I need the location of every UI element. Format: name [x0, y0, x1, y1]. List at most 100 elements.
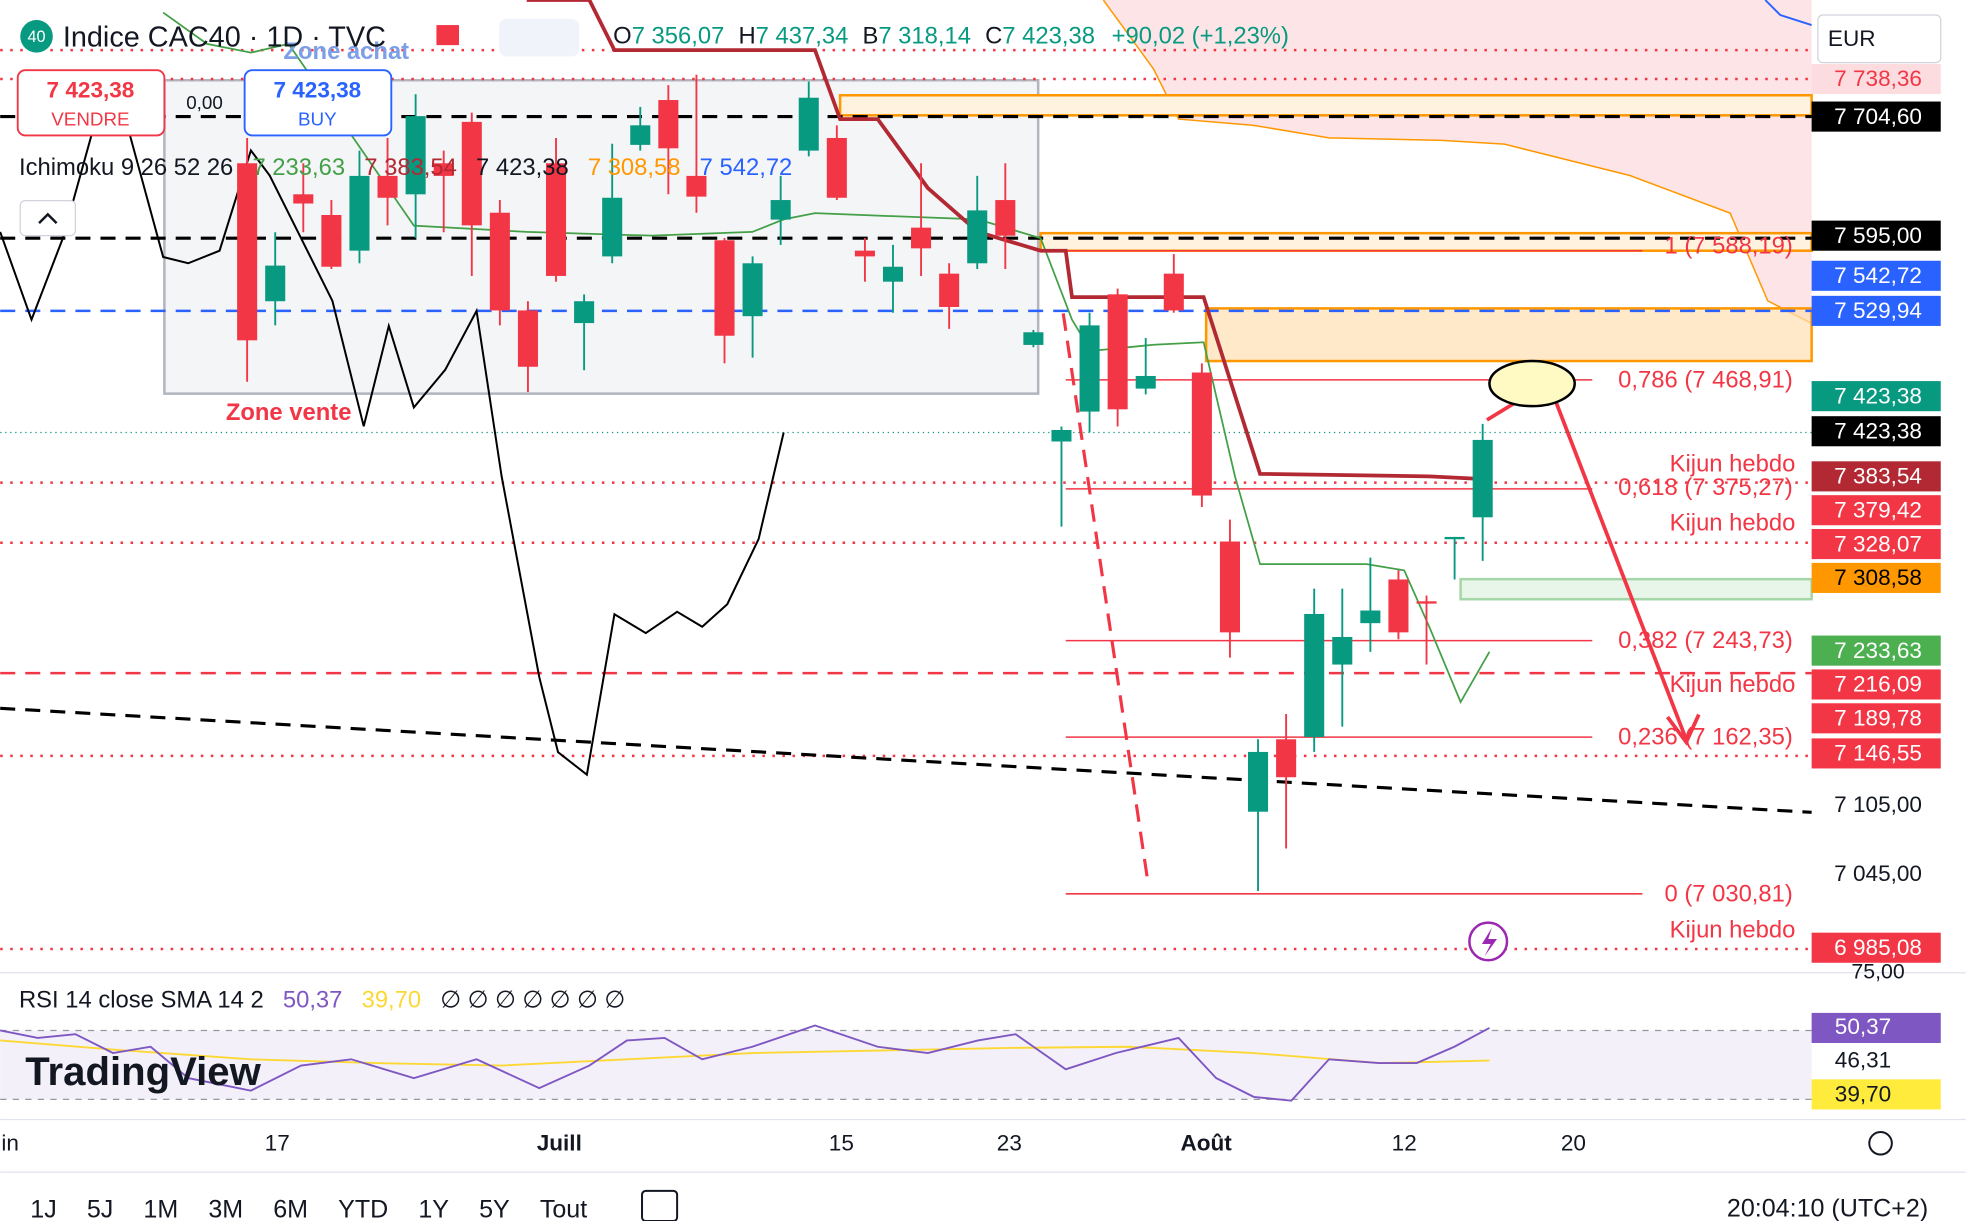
candle-body	[714, 240, 735, 336]
price-label: 6 985,08	[1834, 935, 1922, 960]
sell-button[interactable]	[16, 69, 166, 137]
legend: 40 Indice CAC40 · 1D · TVC O7 356,07 H7 …	[16, 18, 1289, 237]
candle-body	[686, 175, 707, 197]
range-button[interactable]: 5Y	[479, 1196, 510, 1221]
settings-icon[interactable]	[1868, 1130, 1893, 1156]
orange-zone	[838, 94, 1813, 117]
candle-body	[433, 163, 454, 176]
candle-body	[1332, 636, 1353, 665]
price-label-box	[1811, 703, 1941, 734]
symbol: Indice CAC40 · 1D · TVC	[63, 21, 386, 53]
currency: EUR	[1828, 26, 1876, 51]
ichimoku-legend: Ichimoku 9 26 52 26 7 233,63 7 383,54 7 …	[19, 155, 792, 182]
calendar-icon[interactable]	[641, 1189, 679, 1221]
price-label: 7 542,72	[1834, 263, 1922, 288]
range-button[interactable]: Tout	[540, 1196, 587, 1221]
price-label-box	[1811, 738, 1941, 769]
candle-body	[405, 116, 426, 195]
badge	[20, 20, 53, 53]
price-label-box	[1811, 381, 1941, 412]
zone-label: Zone achat	[283, 38, 409, 65]
range-button[interactable]: 3M	[208, 1196, 243, 1221]
candle-body	[1360, 610, 1381, 624]
candle-body	[630, 125, 651, 145]
price-label-box	[1811, 461, 1941, 492]
price-label-box	[1811, 295, 1941, 326]
arrow-head	[1665, 713, 1701, 746]
candle-body	[265, 265, 286, 302]
candle-body	[1135, 375, 1156, 389]
fib-lines	[1065, 249, 1643, 895]
bolt	[1481, 927, 1497, 957]
candle-body	[798, 97, 819, 151]
time-label: in	[1, 1130, 19, 1155]
toggle[interactable]	[499, 18, 580, 57]
fib-label: 1 (7 588,19)	[1664, 232, 1792, 259]
candle-body	[461, 121, 482, 226]
candle-body	[1219, 541, 1240, 633]
candle-body	[237, 163, 258, 341]
price-label-box	[1811, 416, 1941, 447]
candle-body	[1079, 325, 1100, 412]
candle-body	[1023, 332, 1044, 345]
rsi-pane: RSI 14 close SMA 14 2 50,37 39,70 ∅ ∅ ∅ …	[0, 959, 1941, 1110]
arrow	[1485, 379, 1689, 741]
price-label-box	[1811, 562, 1941, 593]
price-label: 7 423,38	[1834, 418, 1922, 443]
price-label: 7 233,63	[1834, 638, 1922, 663]
candle-body	[1416, 601, 1437, 604]
range-button[interactable]: 1J	[30, 1196, 56, 1221]
price-label: 7 704,60	[1834, 104, 1922, 129]
time-label: Juill	[537, 1130, 582, 1155]
time-label: 20	[1561, 1130, 1586, 1155]
range-button[interactable]: YTD	[338, 1196, 388, 1221]
candle-body	[574, 301, 595, 324]
range-button[interactable]: 1M	[143, 1196, 178, 1221]
price-label: 7 423,38	[1834, 383, 1922, 408]
price-label: 7 595,00	[1834, 223, 1922, 248]
candle-body	[349, 175, 370, 251]
rsi-band	[0, 1030, 1812, 1100]
price-label-box	[1811, 635, 1941, 666]
candle-body	[826, 137, 847, 198]
candle-body	[658, 100, 679, 149]
range-button[interactable]: 5J	[87, 1196, 113, 1221]
time-label: 15	[829, 1130, 854, 1155]
range-button[interactable]: 1Y	[418, 1196, 449, 1221]
cloud	[1103, 0, 1812, 324]
fib-label: 0,236 (7 162,35)	[1618, 724, 1793, 751]
price-label-box	[1811, 260, 1941, 291]
candle-body	[377, 175, 398, 198]
time-label: Août	[1180, 1130, 1232, 1155]
kijun-label: Kijun hebdo	[1670, 450, 1796, 477]
price-label: 7 146,55	[1834, 741, 1922, 766]
range-button[interactable]: 6M	[273, 1196, 308, 1221]
drawings	[0, 0, 1813, 951]
green-zone	[1459, 577, 1813, 601]
currency-select[interactable]	[1817, 14, 1942, 64]
rsi-value: 50,37	[1835, 1014, 1891, 1039]
fib-label: 0,382 (7 243,73)	[1618, 627, 1793, 654]
rsi-line	[0, 1024, 1490, 1102]
annotations: Zone achat Zone vente 1 (7 588,19) 0,786…	[226, 38, 1795, 944]
kijun-label: Kijun hebdo	[1670, 509, 1796, 536]
sma-value-box	[1811, 1079, 1941, 1110]
chevron	[38, 212, 58, 225]
candle-body	[1388, 579, 1409, 633]
collapse-button[interactable]	[19, 199, 77, 237]
price-label: 7 189,78	[1834, 706, 1922, 731]
time-label: 12	[1392, 1130, 1417, 1155]
buy-button[interactable]	[243, 69, 393, 137]
price-label: 7 738,36	[1834, 66, 1922, 91]
buy-label: BUY	[298, 108, 337, 129]
rsi-sma	[0, 1039, 1490, 1067]
rsi-value-box	[1811, 1012, 1941, 1043]
candle-body	[489, 212, 510, 311]
logo: TradingView	[25, 1050, 261, 1094]
candle-body	[770, 200, 791, 220]
fib-label: 0 (7 030,81)	[1664, 880, 1792, 907]
candle-body	[1472, 439, 1493, 518]
time-label: 23	[997, 1130, 1022, 1155]
candle-body	[967, 210, 988, 264]
flag[interactable]	[436, 25, 459, 46]
